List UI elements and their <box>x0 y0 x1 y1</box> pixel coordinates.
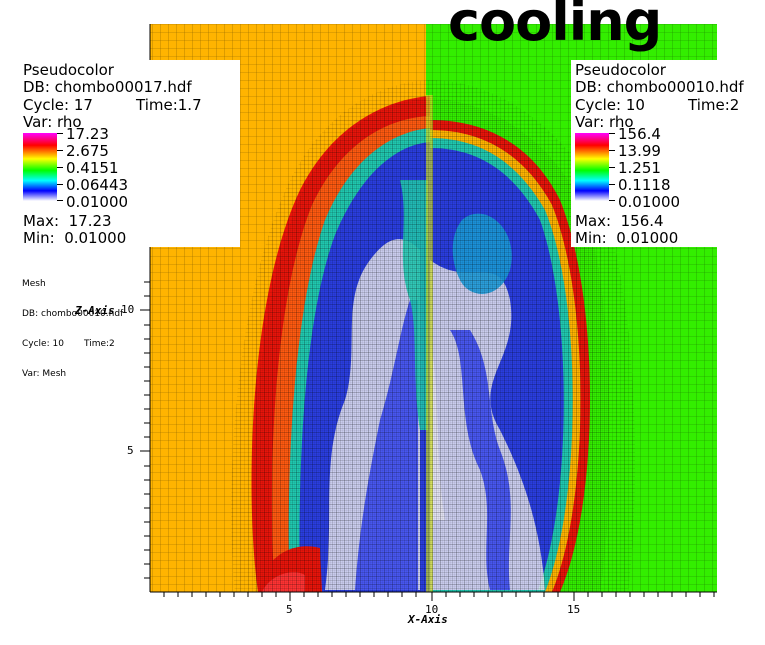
legend-tick-labels: 156.4 13.99 1.251 0.1118 0.01000 <box>618 126 680 211</box>
mesh-legend-db: DB: chombo00010.hdf <box>22 309 124 319</box>
legend-max: Max: 17.23 <box>23 212 112 230</box>
left-pseudocolor-legend: Pseudocolor DB: chombo00017.hdf Cycle: 1… <box>0 60 240 247</box>
legend-min: Min: 0.01000 <box>23 229 127 247</box>
legend-tick: 0.1118 <box>618 176 671 194</box>
legend-tick: 13.99 <box>618 142 661 160</box>
mesh-legend-var: Var: Mesh <box>22 369 67 379</box>
mesh-legend-cycle-time: Cycle: 10 Time:2 <box>22 339 115 349</box>
legend-plot-type: Pseudocolor <box>23 61 114 79</box>
legend-tick: 0.01000 <box>618 193 681 211</box>
legend-min: Min: 0.01000 <box>575 229 679 247</box>
mesh-legend-type: Mesh <box>22 279 46 289</box>
legend-tick: 0.4151 <box>66 159 119 177</box>
legend-tick: 0.01000 <box>66 193 129 211</box>
legend-tick-labels: 17.23 2.675 0.4151 0.06443 0.01000 <box>66 126 128 211</box>
legend-plot-type: Pseudocolor <box>575 61 666 79</box>
legend-color-bar <box>575 133 609 201</box>
legend-time: Time:2 <box>688 96 740 114</box>
legend-cycle: Cycle: 17 <box>23 96 93 114</box>
legend-cycle: Cycle: 10 <box>575 96 645 114</box>
z-tick-label: 5 <box>127 444 134 457</box>
legend-db: DB: chombo00017.hdf <box>23 78 192 96</box>
x-tick-label: 10 <box>425 603 439 616</box>
x-axis-title: X-Axis <box>408 613 448 626</box>
z-axis-title: Z-Axis <box>75 304 115 317</box>
right-pseudocolor-legend: Pseudocolor DB: chombo00010.hdf Cycle: 1… <box>571 60 765 247</box>
mesh-legend: Mesh DB: chombo00010.hdf Cycle: 10 Time:… <box>22 259 123 389</box>
plot-title: cooling <box>448 0 662 53</box>
legend-var: Var: rho <box>23 113 82 131</box>
legend-db: DB: chombo00010.hdf <box>575 78 744 96</box>
z-axis-ticks <box>140 281 150 579</box>
legend-tick: 156.4 <box>618 125 661 143</box>
legend-tick: 17.23 <box>66 125 109 143</box>
x-tick-label: 5 <box>286 603 293 616</box>
legend-time: Time:1.7 <box>136 96 202 114</box>
mesh-level-2 <box>252 98 610 592</box>
legend-color-bar <box>23 133 57 201</box>
x-tick-label: 15 <box>567 603 581 616</box>
legend-max: Max: 156.4 <box>575 212 664 230</box>
x-axis-ticks <box>163 592 715 601</box>
z-tick-label: 10 <box>121 303 135 316</box>
legend-tick: 2.675 <box>66 142 109 160</box>
legend-tick: 0.06443 <box>66 176 129 194</box>
legend-tick: 1.251 <box>618 159 661 177</box>
legend-var: Var: rho <box>575 113 634 131</box>
